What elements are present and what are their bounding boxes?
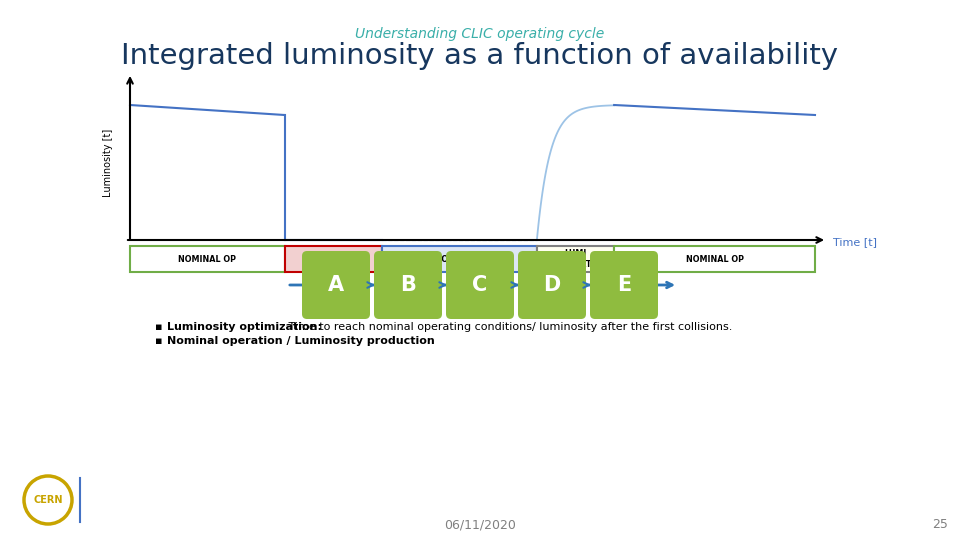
Text: CERN: CERN — [34, 495, 62, 505]
Text: A: A — [328, 275, 344, 295]
Text: LUMI
OPTIMIZATION: LUMI OPTIMIZATION — [542, 249, 609, 269]
Text: Understanding CLIC operating cycle: Understanding CLIC operating cycle — [355, 27, 605, 41]
FancyBboxPatch shape — [374, 251, 442, 319]
FancyBboxPatch shape — [537, 246, 614, 272]
FancyBboxPatch shape — [130, 246, 284, 272]
Text: ▪: ▪ — [155, 336, 162, 346]
FancyBboxPatch shape — [518, 251, 586, 319]
Text: Luminosity [t]: Luminosity [t] — [103, 129, 113, 197]
FancyBboxPatch shape — [284, 246, 382, 272]
Text: Integrated luminosity as a function of availability: Integrated luminosity as a function of a… — [121, 42, 839, 70]
Text: FAULT TIME: FAULT TIME — [308, 254, 359, 264]
Text: B: B — [400, 275, 416, 295]
Text: NOMINAL OP: NOMINAL OP — [685, 254, 744, 264]
Text: 25: 25 — [932, 518, 948, 531]
FancyBboxPatch shape — [446, 251, 514, 319]
Text: ▪: ▪ — [155, 322, 162, 332]
Text: RECOVERY TIME: RECOVERY TIME — [423, 254, 495, 264]
Text: NOMINAL OP: NOMINAL OP — [179, 254, 236, 264]
FancyBboxPatch shape — [614, 246, 815, 272]
Text: Luminosity optimization:: Luminosity optimization: — [167, 322, 322, 332]
FancyBboxPatch shape — [382, 246, 537, 272]
Text: 06/11/2020: 06/11/2020 — [444, 518, 516, 531]
FancyBboxPatch shape — [302, 251, 370, 319]
FancyBboxPatch shape — [590, 251, 658, 319]
Text: C: C — [472, 275, 488, 295]
Text: Nominal operation / Luminosity production: Nominal operation / Luminosity productio… — [167, 336, 435, 346]
Text: E: E — [617, 275, 631, 295]
Text: D: D — [543, 275, 561, 295]
Text: Time to reach nominal operating conditions/ luminosity after the first collision: Time to reach nominal operating conditio… — [284, 322, 732, 332]
Text: Time [t]: Time [t] — [833, 237, 877, 247]
